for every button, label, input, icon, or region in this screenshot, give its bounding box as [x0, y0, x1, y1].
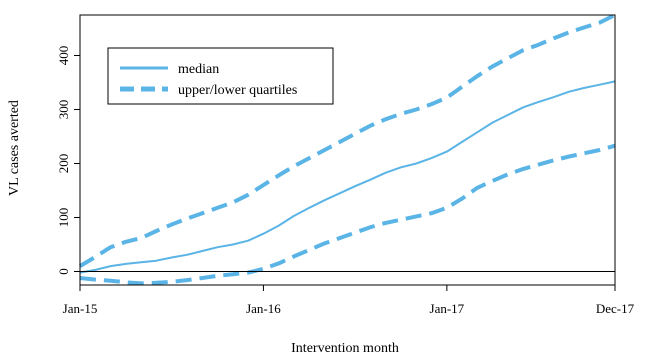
y-tick-label: 200	[56, 154, 71, 174]
legend-label-quartiles: upper/lower quartiles	[178, 83, 297, 98]
y-tick-label: 100	[56, 208, 71, 228]
series-lines	[78, 13, 616, 286]
x-tick-label: Jan-16	[246, 301, 281, 316]
series-line-median	[79, 80, 616, 274]
legend-box	[107, 47, 334, 105]
plot-frame	[79, 14, 616, 286]
y-tick-label: 400	[56, 46, 71, 66]
x-axis: Jan-15 Jan-16 Jan-17 Dec-17	[63, 285, 635, 316]
y-tick-label: 300	[56, 100, 71, 120]
legend-label-median: median	[178, 62, 219, 77]
y-axis-title: VL cases averted	[7, 100, 22, 196]
x-tick-label: Dec-17	[596, 301, 635, 316]
y-axis: 0 100 200 300 400	[56, 46, 80, 275]
x-tick-label: Jan-17	[430, 301, 465, 316]
legend: median upper/lower quartiles	[107, 47, 334, 105]
series-line-lower-quartile	[79, 143, 616, 286]
y-tick-label: 0	[56, 268, 71, 275]
x-tick-label: Jan-15	[63, 301, 98, 316]
series-line-upper-quartile	[78, 13, 616, 268]
x-axis-title: Intervention month	[291, 341, 399, 356]
